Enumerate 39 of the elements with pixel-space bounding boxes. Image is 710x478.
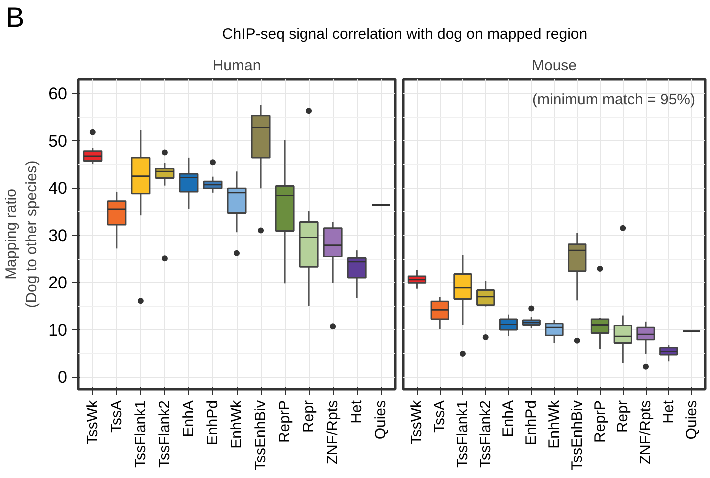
x-tick-label: TssWk <box>84 400 102 445</box>
x-tick-label: TssFlank2 <box>156 400 174 468</box>
x-tick-label: TssEnhBiv <box>252 400 270 471</box>
x-tick-label: TssEnhBiv <box>568 400 586 471</box>
x-tick-label: TssFlank1 <box>132 400 150 468</box>
x-tick-label: EnhPd <box>523 400 540 446</box>
y-tick-label: 40 <box>48 179 68 198</box>
x-tick-label: Het <box>348 400 366 424</box>
x-tick-label: ZNF/Rpts <box>324 400 342 465</box>
chart-title: ChIP-seq signal correlation with dog on mapped region <box>222 26 588 43</box>
x-tick-label: TssA <box>108 400 126 434</box>
x-tick-label: Het <box>660 400 678 424</box>
x-tick-label: TssFlank1 <box>454 400 472 468</box>
y-tick-label: 50 <box>48 132 68 151</box>
x-tick-label: ReprP <box>592 400 609 444</box>
x-tick-label: EnhWk <box>546 400 563 449</box>
chart-subtitle: Mouse <box>532 58 578 74</box>
x-tick-label: EnhA <box>500 400 518 438</box>
x-tick-label: Quies <box>372 400 390 440</box>
x-tick-label: TssA <box>432 400 449 434</box>
x-tick-label: TssFlank2 <box>477 400 494 468</box>
text: B <box>6 1 25 35</box>
y-axis-title: Mapping ratio (Dog to other species) <box>3 160 41 308</box>
x-tick-label: Quies <box>683 400 700 440</box>
x-tick-label: ZNF/Rpts <box>638 400 655 465</box>
x-tick-label: EnhA <box>180 400 198 438</box>
x-tick-label: Repr <box>300 400 318 434</box>
x-tick-label: Repr <box>614 400 632 434</box>
y-tick-label: 60 <box>48 84 68 104</box>
x-tick-label: EnhPd <box>204 400 222 446</box>
annotation: (minimum match = 95%) <box>532 92 696 108</box>
y-tick-label: 10 <box>48 320 68 340</box>
y-tick-label: 20 <box>48 274 68 293</box>
chart-subtitle: Human <box>212 58 262 74</box>
y-tick-label: 30 <box>48 226 68 246</box>
x-tick-label: EnhWk <box>228 400 246 449</box>
y-tick-label: 0 <box>58 368 68 388</box>
x-tick-label: ReprP <box>276 400 294 444</box>
x-tick-label: TssWk <box>408 400 426 445</box>
